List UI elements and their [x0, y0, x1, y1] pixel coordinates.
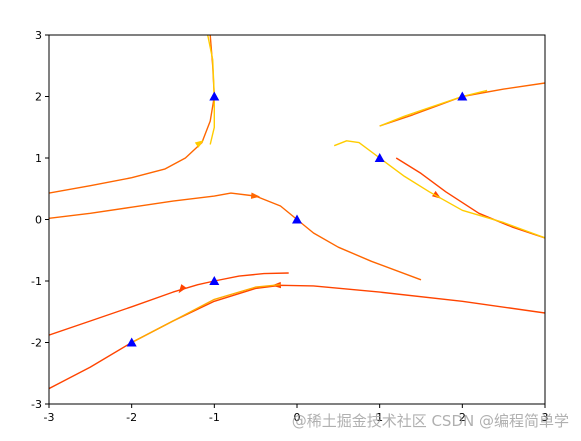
streamline-arrow-2-0	[250, 192, 261, 199]
triangle-marker-3	[292, 214, 302, 224]
streamline-1	[207, 35, 216, 145]
y-tick-label: 3	[35, 29, 42, 42]
y-tick-label: 1	[35, 152, 42, 165]
x-tick-label: -1	[209, 411, 220, 424]
streamline-6	[379, 89, 488, 127]
streamline-5	[379, 82, 545, 127]
watermark: @稀土掘金技术社区 CSDN @编程简单学	[291, 412, 569, 430]
streamlines	[49, 35, 545, 390]
streamline-9	[131, 284, 281, 344]
triangle-marker-2	[457, 91, 468, 101]
streamline-4	[333, 140, 545, 239]
streamline-arrow-1-0	[194, 140, 204, 148]
y-tick-label: -2	[31, 337, 42, 350]
x-axis: -3 -2 -1 0 1 2 3	[44, 404, 549, 424]
y-tick-label: 0	[35, 214, 42, 227]
triangle-marker-4	[209, 276, 220, 285]
y-tick-label: -1	[31, 275, 42, 288]
x-tick-label: 1	[376, 411, 383, 424]
triangle-marker-5	[126, 337, 137, 347]
streamline-8	[49, 284, 545, 390]
x-tick-label: 3	[542, 411, 549, 424]
y-tick-label: -3	[31, 398, 42, 411]
x-tick-label: -2	[126, 411, 137, 424]
triangle-markers	[126, 91, 468, 347]
x-tick-label: -3	[44, 411, 55, 424]
streamline-arrow-7-0	[178, 284, 187, 294]
x-tick-label: 2	[459, 411, 466, 424]
x-tick-label: 0	[294, 411, 301, 424]
streamline-2	[49, 192, 422, 281]
triangle-marker-1	[374, 153, 385, 162]
y-tick-label: 2	[35, 91, 42, 104]
streamline-3	[395, 157, 545, 239]
y-axis: -3 -2 -1 0 1 2 3	[31, 29, 49, 411]
streamline-7	[49, 272, 289, 336]
streamline-0	[49, 35, 216, 194]
triangle-marker-0	[209, 91, 220, 101]
